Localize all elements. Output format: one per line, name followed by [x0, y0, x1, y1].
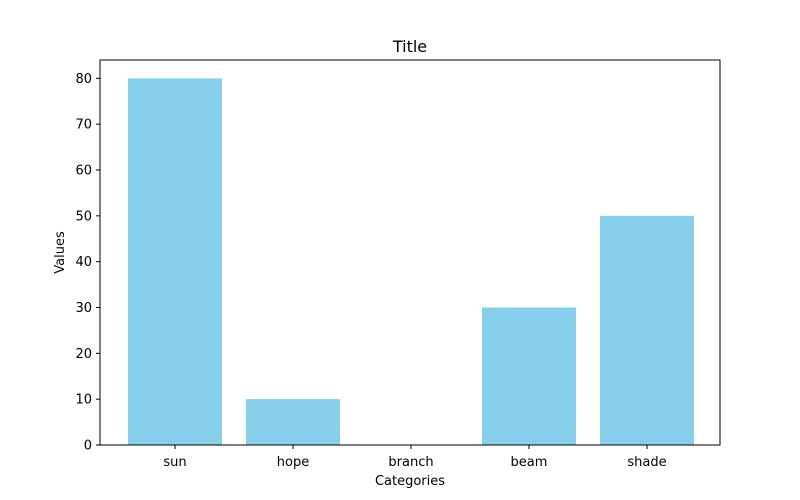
y-tick-label: 50: [75, 209, 92, 224]
plot-frame: [99, 59, 721, 446]
bar-shade: [600, 215, 694, 445]
x-axis-label: Categories: [375, 474, 445, 489]
bar-hope: [246, 399, 340, 445]
chart-title: Title: [392, 37, 427, 56]
y-tick-label: 0: [84, 439, 92, 454]
bar-sun: [128, 78, 222, 445]
y-tick-label: 30: [75, 301, 92, 316]
y-tick-label: 10: [75, 393, 92, 408]
x-axis: sun hope branch beam shade: [163, 445, 667, 470]
x-tick-label: branch: [388, 455, 433, 470]
x-tick-label: hope: [277, 455, 309, 470]
y-tick-label: 70: [75, 118, 92, 133]
y-tick-label: 60: [75, 164, 92, 179]
bars-layer: [128, 78, 694, 445]
bar-beam: [482, 307, 576, 445]
y-tick-label: 40: [75, 255, 92, 270]
y-axis: 0 10 20 30 40 50 60 70 80: [75, 72, 100, 454]
x-tick-label: shade: [627, 455, 666, 470]
y-axis-label: Values: [53, 231, 68, 274]
x-tick-label: sun: [163, 455, 186, 470]
y-tick-label: 20: [75, 347, 92, 362]
y-tick-label: 80: [75, 72, 92, 87]
x-tick-label: beam: [511, 455, 548, 470]
